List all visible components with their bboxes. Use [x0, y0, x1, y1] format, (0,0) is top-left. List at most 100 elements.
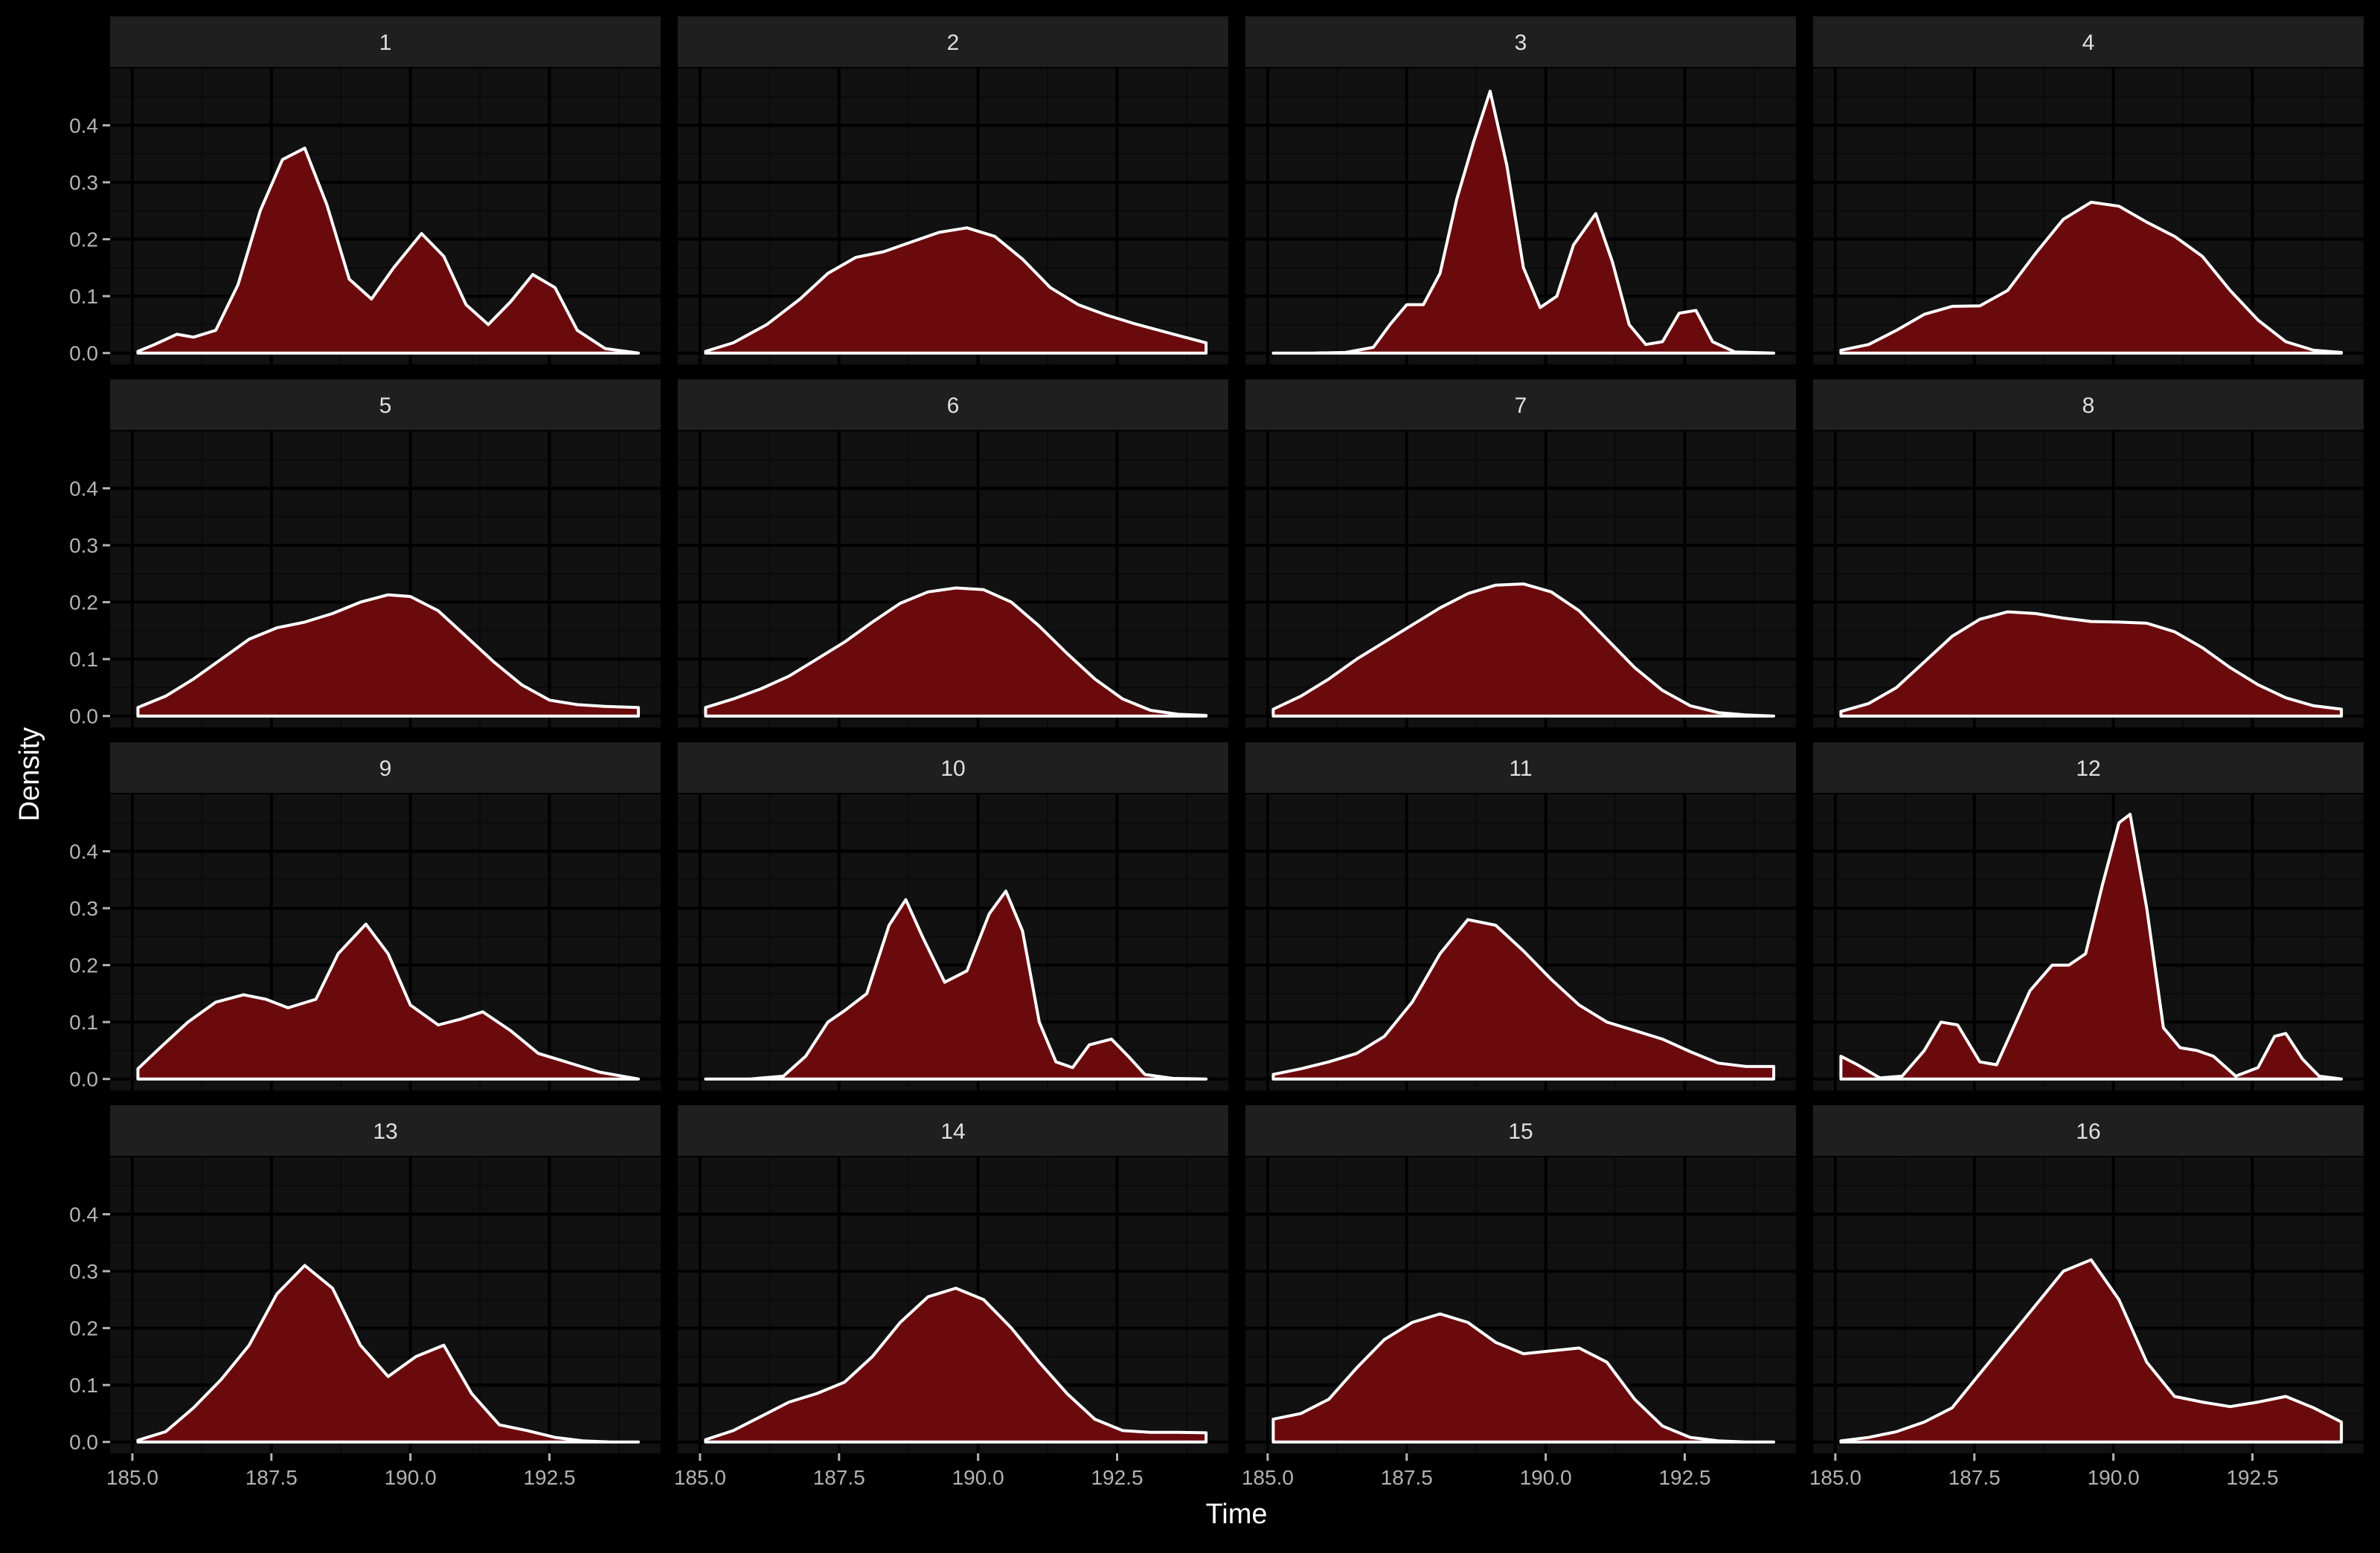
density-area — [1271, 582, 1776, 718]
density-area — [136, 147, 641, 355]
facet-strip — [1813, 742, 2364, 793]
facet-panel-1: 1 0.0 0.1 0.2 0.3 0.4 — [69, 16, 661, 365]
facet-strip-label: 15 — [1508, 1119, 1533, 1144]
facet-strip — [1245, 1105, 1796, 1156]
x-tick-label: 190.0 — [1520, 1466, 1572, 1489]
facet-panel-8: 8 — [1813, 379, 2364, 727]
facet-strip-label: 3 — [1515, 30, 1527, 55]
x-tick-label: 192.5 — [1091, 1466, 1143, 1489]
density-area — [704, 890, 1208, 1081]
facet-strip-label: 2 — [947, 30, 960, 55]
facet-panel-14: 14 185.0 187.5 190.0 192.5 — [674, 1105, 1228, 1489]
facet-strip — [1813, 379, 2364, 430]
y-tick-label: 0.0 — [69, 705, 98, 728]
density-area — [1271, 1312, 1776, 1444]
x-tick-label: 185.0 — [106, 1466, 158, 1489]
density-area — [1839, 1258, 2344, 1444]
facet-strip-label: 7 — [1515, 393, 1527, 418]
facet-strip-label: 6 — [947, 393, 960, 418]
facet-strip — [678, 16, 1228, 67]
y-tick-label: 0.0 — [69, 1068, 98, 1091]
x-tick-label: 187.5 — [246, 1466, 298, 1489]
x-tick-label: 192.5 — [1658, 1466, 1710, 1489]
y-axis-title: Density — [14, 727, 45, 822]
x-tick-label: 185.0 — [674, 1466, 726, 1489]
facet-strip-label: 5 — [379, 393, 392, 418]
facet-panel-11: 11 — [1245, 742, 1796, 1090]
facet-panel-10: 10 — [678, 742, 1228, 1090]
facet-strip — [678, 1105, 1228, 1156]
y-tick-label: 0.3 — [69, 1260, 98, 1283]
facet-panel-15: 15 185.0 187.5 190.0 192.5 — [1242, 1105, 1796, 1489]
y-tick-label: 0.2 — [69, 228, 98, 251]
x-axis-title: Time — [1205, 1499, 1267, 1530]
x-tick-label: 190.0 — [952, 1466, 1004, 1489]
x-tick-label: 190.0 — [2088, 1466, 2140, 1489]
facet-strip-label: 10 — [940, 756, 965, 781]
y-tick-label: 0.1 — [69, 1011, 98, 1034]
facet-strip-label: 12 — [2076, 756, 2100, 781]
x-tick-label: 187.5 — [813, 1466, 865, 1489]
density-area — [704, 226, 1208, 355]
x-tick-label: 192.5 — [523, 1466, 575, 1489]
facet-strip-label: 1 — [379, 30, 392, 55]
x-tick-label: 192.5 — [2226, 1466, 2278, 1489]
facet-panel-2: 2 — [678, 16, 1228, 364]
facet-strip — [1245, 379, 1796, 430]
y-tick-label: 0.4 — [69, 1203, 98, 1226]
y-tick-label: 0.1 — [69, 285, 98, 308]
density-area — [1839, 200, 2344, 355]
facet-panel-7: 7 — [1245, 379, 1796, 727]
facet-strip — [1245, 16, 1796, 67]
facet-strip — [1813, 1105, 2364, 1156]
density-area — [136, 922, 641, 1081]
facet-strip — [678, 379, 1228, 430]
density-area — [1271, 918, 1776, 1081]
facet-panel-5: 5 0.0 0.1 0.2 0.3 0.4 — [69, 379, 661, 728]
y-tick-label: 0.4 — [69, 840, 98, 864]
facet-strip-label: 11 — [1509, 756, 1532, 781]
facet-strip-label: 9 — [379, 756, 392, 781]
facet-strip-label: 14 — [940, 1119, 965, 1144]
facet-strip — [110, 742, 661, 793]
y-tick-label: 0.2 — [69, 591, 98, 614]
facet-strip-label: 13 — [373, 1119, 397, 1144]
y-tick-label: 0.1 — [69, 648, 98, 671]
y-tick-label: 0.3 — [69, 897, 98, 920]
x-tick-label: 185.0 — [1242, 1466, 1294, 1489]
y-tick-label: 0.2 — [69, 954, 98, 977]
facet-strip — [110, 1105, 661, 1156]
y-tick-label: 0.4 — [69, 478, 98, 501]
y-tick-label: 0.0 — [69, 1431, 98, 1454]
facet-strip — [1245, 742, 1796, 793]
facet-panel-4: 4 — [1813, 16, 2364, 364]
facet-strip-label: 8 — [2082, 393, 2095, 418]
x-tick-label: 185.0 — [1809, 1466, 1861, 1489]
y-tick-label: 0.3 — [69, 534, 98, 557]
x-tick-label: 187.5 — [1381, 1466, 1433, 1489]
y-tick-label: 0.2 — [69, 1317, 98, 1340]
facet-panel-12: 12 — [1813, 742, 2364, 1090]
facet-panel-16: 16 185.0 187.5 190.0 192.5 — [1809, 1105, 2364, 1489]
density-area — [1839, 812, 2344, 1081]
y-tick-label: 0.3 — [69, 171, 98, 194]
density-area — [704, 1287, 1208, 1444]
density-area — [1271, 89, 1776, 355]
density-area — [136, 593, 641, 718]
facet-strip — [110, 379, 661, 430]
facet-strip — [678, 742, 1228, 793]
x-tick-label: 190.0 — [385, 1466, 437, 1489]
facet-strip — [1813, 16, 2364, 67]
facet-strip-label: 4 — [2082, 30, 2095, 55]
y-tick-label: 0.1 — [69, 1374, 98, 1397]
facet-strip — [110, 16, 661, 67]
y-tick-label: 0.4 — [69, 115, 98, 138]
x-tick-label: 187.5 — [1948, 1466, 2001, 1489]
density-area — [704, 586, 1208, 718]
facet-strip-label: 16 — [2076, 1119, 2100, 1144]
facet-panel-6: 6 — [678, 379, 1228, 727]
facet-panel-9: 9 0.0 0.1 0.2 0.3 0.4 — [69, 742, 661, 1091]
density-area — [1839, 610, 2344, 718]
